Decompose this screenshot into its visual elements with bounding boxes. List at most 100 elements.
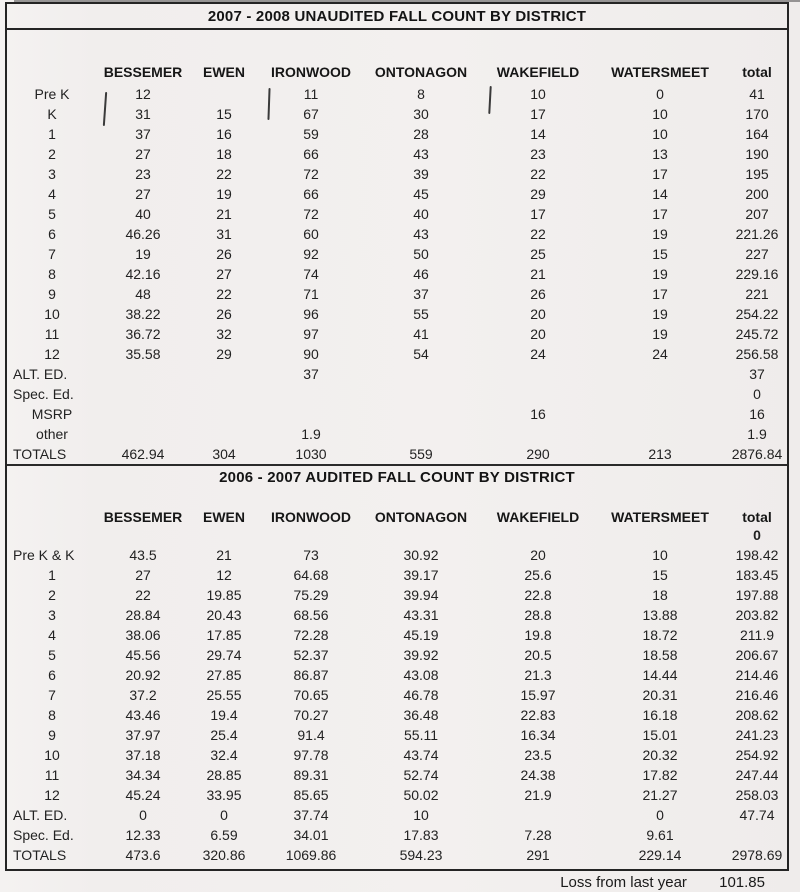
table-row: ALT. ED. 0 0 37.74 10 0 47.74 [7, 805, 791, 825]
audited-table-title: 2006 - 2007 AUDITED FALL COUNT BY DISTRI… [7, 464, 787, 489]
row-label: 4 [48, 627, 56, 643]
data-cell [597, 404, 723, 424]
data-cell [97, 364, 189, 384]
data-cell: 43.74 [403, 747, 439, 763]
data-cell [97, 384, 189, 404]
data-cell: 320.86 [202, 847, 246, 863]
audited-table-header: BESSEMER EWEN IRONWOOD ONTONAGON WAKEFIELD WA… [7, 489, 791, 545]
data-cell: 18.72 [642, 627, 678, 643]
data-cell: 20 [530, 306, 546, 322]
data-cell: 22 [216, 286, 232, 302]
row-label: other [36, 426, 68, 442]
data-cell: 221.26 [735, 226, 779, 242]
data-cell: 43.08 [403, 667, 439, 683]
data-cell: 20 [530, 326, 546, 342]
data-cell: 26 [530, 286, 546, 302]
table-row: 10 38.22 26 96 55 20 19 254.22 [7, 304, 791, 324]
row-label: TOTALS [13, 847, 67, 863]
data-cell: 2978.69 [731, 847, 783, 863]
table-row: 1 27 12 64.68 39.17 25.6 15 183.45 [7, 565, 791, 585]
data-cell: 39.17 [403, 567, 439, 583]
data-cell: 214.46 [735, 667, 779, 683]
row-label: 12 [44, 787, 60, 803]
table-row: 11 34.34 28.85 89.31 52.74 24.38 17.82 247.44 [7, 765, 791, 785]
data-cell: 72.28 [293, 627, 329, 643]
unaudited-table-header: BESSEMER EWEN IRONWOOD ONTONAGON WAKEFIELD WA… [7, 30, 791, 84]
table-row: 4 27 19 66 45 29 14 200 [7, 184, 791, 204]
table-row: 6 20.92 27.85 86.87 43.08 21.3 14.44 214.46 [7, 665, 791, 685]
data-cell: 304 [212, 446, 236, 462]
data-cell: 43.46 [125, 707, 161, 723]
data-cell [259, 404, 363, 424]
data-cell: 245.72 [735, 326, 779, 342]
data-cell: 15 [652, 567, 668, 583]
data-cell: 24.38 [520, 767, 556, 783]
data-cell: 64.68 [293, 567, 329, 583]
column-header: EWEN [203, 64, 245, 80]
data-cell [479, 805, 597, 825]
data-cell: 38.22 [125, 306, 161, 322]
table-row: 2 22 19.85 75.29 39.94 22.8 18 197.88 [7, 585, 791, 605]
data-cell [189, 424, 259, 444]
row-label: 3 [48, 607, 56, 623]
data-cell: 71 [303, 286, 319, 302]
unaudited-fall-count-table: BESSEMER EWEN IRONWOOD ONTONAGON WAKEFIELD WA… [7, 30, 791, 464]
data-cell: 290 [526, 446, 550, 462]
header-sub-total-cell: 0 [753, 527, 761, 543]
data-cell: 13 [652, 146, 668, 162]
data-cell: 28.8 [524, 607, 552, 623]
data-cell: 96 [303, 306, 319, 322]
data-cell: 72 [303, 166, 319, 182]
data-cell: 22 [135, 587, 151, 603]
data-cell [363, 384, 479, 404]
data-cell: 0 [139, 807, 147, 823]
table-row: 3 28.84 20.43 68.56 43.31 28.8 13.88 203.82 [7, 605, 791, 625]
row-label: 2 [48, 146, 56, 162]
data-cell [97, 404, 189, 424]
data-cell: 90 [303, 346, 319, 362]
data-cell: 23.5 [524, 747, 552, 763]
data-cell: 213 [648, 446, 672, 462]
data-cell [723, 825, 791, 845]
data-cell [189, 384, 259, 404]
data-cell: 6.59 [210, 827, 238, 843]
data-cell: 66 [303, 186, 319, 202]
data-cell: 258.03 [735, 787, 779, 803]
data-cell: 40 [413, 206, 429, 222]
column-header: BESSEMER [103, 509, 183, 525]
row-label: ALT. ED. [13, 807, 68, 823]
data-cell: 34.34 [125, 767, 161, 783]
data-cell: 1030 [295, 446, 327, 462]
data-cell: 32.4 [210, 747, 238, 763]
data-cell: 14 [652, 186, 668, 202]
data-cell: 28.85 [206, 767, 242, 783]
data-cell: 97 [303, 326, 319, 342]
data-cell: 28.84 [125, 607, 161, 623]
data-cell: 17 [652, 166, 668, 182]
row-label: 6 [48, 667, 56, 683]
data-cell: 29.74 [206, 647, 242, 663]
row-label: Pre K & K [13, 547, 75, 563]
data-cell: 23 [530, 146, 546, 162]
data-cell: 31 [135, 106, 151, 122]
data-cell: 229.14 [638, 847, 682, 863]
data-cell: 43 [413, 226, 429, 242]
data-cell: 36.72 [125, 326, 161, 342]
data-cell: 20.5 [524, 647, 552, 663]
data-cell: 37.97 [125, 727, 161, 743]
data-cell: 89.31 [293, 767, 329, 783]
data-cell: 216.46 [735, 687, 779, 703]
data-cell: 229.16 [735, 266, 779, 282]
row-label: 10 [44, 747, 60, 763]
data-cell: 0 [220, 807, 228, 823]
data-cell: 45.19 [403, 627, 439, 643]
data-cell: 17.85 [206, 627, 242, 643]
data-cell: 7.28 [524, 827, 552, 843]
table-row: Spec. Ed. 0 [7, 384, 791, 404]
data-cell: 40 [135, 206, 151, 222]
data-cell: 24 [652, 346, 668, 362]
row-label: 10 [44, 306, 60, 322]
row-label: 1 [48, 126, 56, 142]
row-label-column-header [7, 489, 97, 525]
